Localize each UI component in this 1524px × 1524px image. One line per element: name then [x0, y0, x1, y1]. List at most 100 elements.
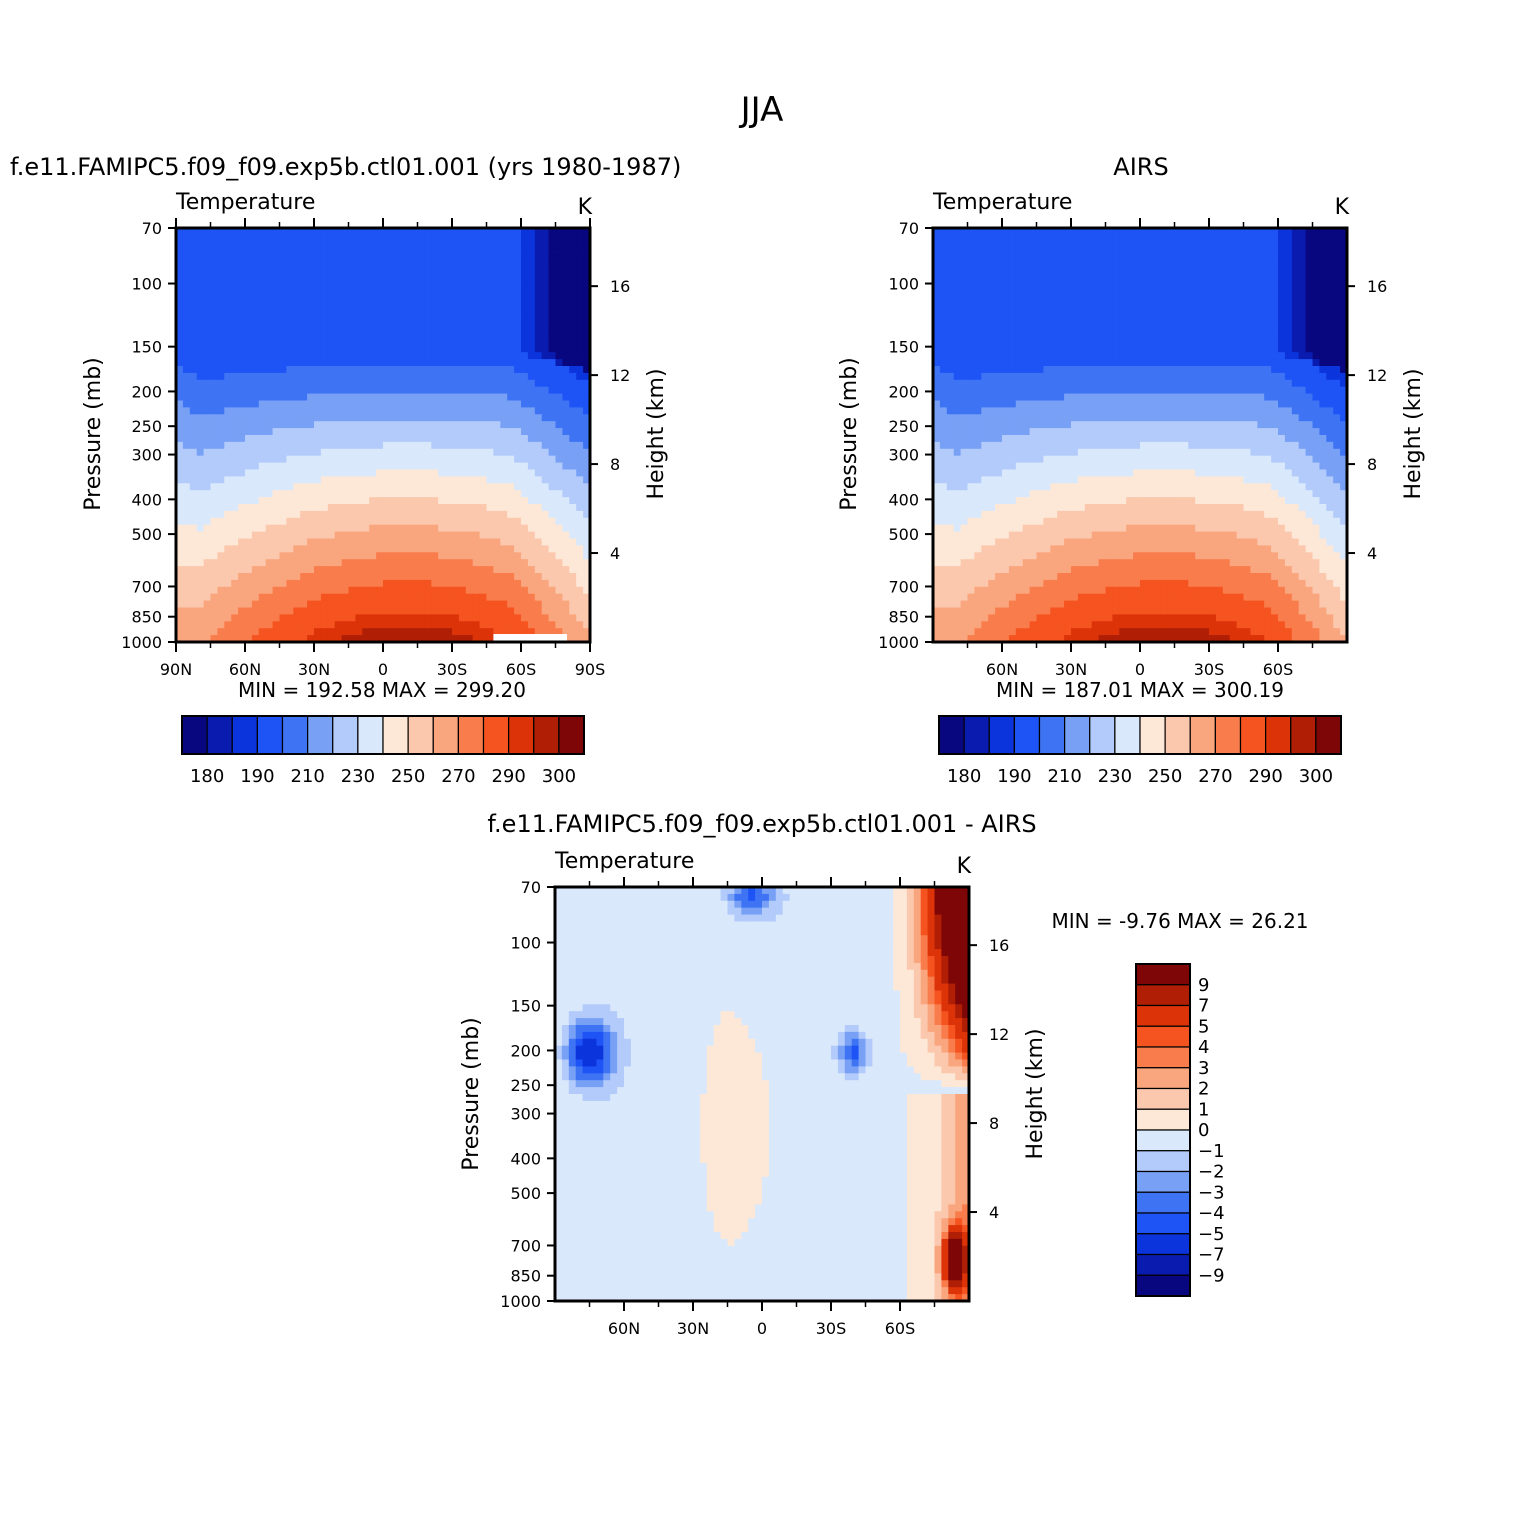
field-cell: [417, 255, 425, 264]
field-cell: [403, 600, 412, 609]
field-cell: [452, 497, 460, 505]
field-cell: [988, 290, 996, 298]
field-cell: [472, 303, 481, 312]
field-cell: [355, 290, 363, 298]
field-cell: [279, 228, 287, 236]
field-cell: [196, 283, 205, 291]
field-cell: [548, 559, 557, 567]
field-cell: [534, 421, 543, 429]
field-cell: [576, 345, 584, 353]
field-cell: [265, 573, 274, 581]
panel1-y-title: Pressure (mb): [81, 357, 106, 511]
field-cell: [445, 269, 453, 277]
field-cell: [327, 469, 336, 477]
field-cell: [272, 303, 281, 312]
field-cell: [1146, 324, 1155, 333]
field-cell: [424, 407, 432, 415]
field-cell: [376, 352, 384, 360]
field-cell: [445, 524, 453, 533]
field-cell: [527, 262, 536, 270]
field-cell: [376, 297, 384, 305]
field-cell: [176, 552, 184, 560]
field-cell: [279, 317, 287, 326]
field-cell: [583, 600, 591, 609]
field-cell: [1291, 366, 1300, 374]
field-cell: [272, 462, 281, 471]
field-cell: [486, 317, 494, 326]
field-cell: [1160, 228, 1169, 236]
field-cell: [1264, 379, 1272, 388]
field-cell: [224, 628, 232, 636]
field-cell: [334, 593, 343, 602]
field-cell: [534, 372, 543, 381]
field-cell: [472, 234, 481, 243]
field-cell: [245, 517, 253, 526]
field-cell: [1284, 269, 1293, 277]
field-cell: [1002, 372, 1010, 381]
field-cell: [555, 483, 563, 491]
field-cell: [939, 241, 948, 250]
field-cell: [527, 248, 536, 257]
field-cell: [541, 579, 550, 588]
field-cell: [369, 255, 377, 264]
field-cell: [403, 614, 412, 622]
field-cell: [445, 407, 453, 415]
field-cell: [396, 573, 405, 581]
field-cell: [1022, 352, 1031, 360]
field-cell: [569, 386, 577, 395]
field-cell: [472, 586, 481, 595]
field-cell: [1333, 262, 1341, 270]
field-cell: [210, 414, 218, 422]
field-cell: [279, 559, 287, 567]
field-cell: [486, 310, 494, 319]
field-cell: [1195, 269, 1203, 277]
field-cell: [410, 469, 419, 477]
field-cell: [238, 393, 246, 402]
field-cell: [348, 310, 356, 319]
field-cell: [417, 566, 425, 574]
field-cell: [231, 497, 239, 505]
field-cell: [286, 366, 294, 374]
field-cell: [389, 559, 398, 567]
field-cell: [458, 317, 467, 326]
field-cell: [1140, 276, 1148, 284]
field-cell: [445, 566, 453, 574]
field-cell: [369, 269, 377, 277]
field-cell: [1250, 324, 1258, 333]
field-cell: [534, 441, 543, 450]
field-cell: [576, 469, 584, 477]
field-cell: [521, 531, 529, 540]
field-cell: [514, 366, 522, 374]
field-cell: [562, 290, 570, 298]
field-cell: [576, 552, 584, 560]
field-cell: [327, 586, 336, 595]
field-cell: [521, 552, 529, 560]
field-cell: [562, 566, 570, 574]
field-cell: [534, 366, 543, 374]
field-cell: [341, 483, 350, 491]
field-cell: [327, 228, 336, 236]
field-cell: [946, 359, 955, 367]
field-cell: [967, 297, 975, 305]
field-cell: [314, 324, 322, 333]
field-cell: [1188, 338, 1196, 346]
field-cell: [376, 600, 384, 609]
field-cell: [320, 573, 329, 581]
field-cell: [369, 435, 377, 443]
field-cell: [341, 317, 350, 326]
field-cell: [534, 359, 543, 367]
field-cell: [410, 400, 419, 408]
field-cell: [967, 303, 975, 312]
field-cell: [293, 469, 301, 477]
field-cell: [514, 331, 522, 339]
field-cell: [458, 586, 467, 595]
field-cell: [403, 297, 412, 305]
field-cell: [369, 338, 377, 346]
field-cell: [1250, 366, 1258, 374]
field-cell: [300, 241, 308, 250]
field-cell: [1091, 248, 1100, 257]
field-cell: [410, 524, 419, 533]
field-cell: [472, 345, 481, 353]
field-cell: [988, 372, 996, 381]
field-cell: [403, 566, 412, 574]
